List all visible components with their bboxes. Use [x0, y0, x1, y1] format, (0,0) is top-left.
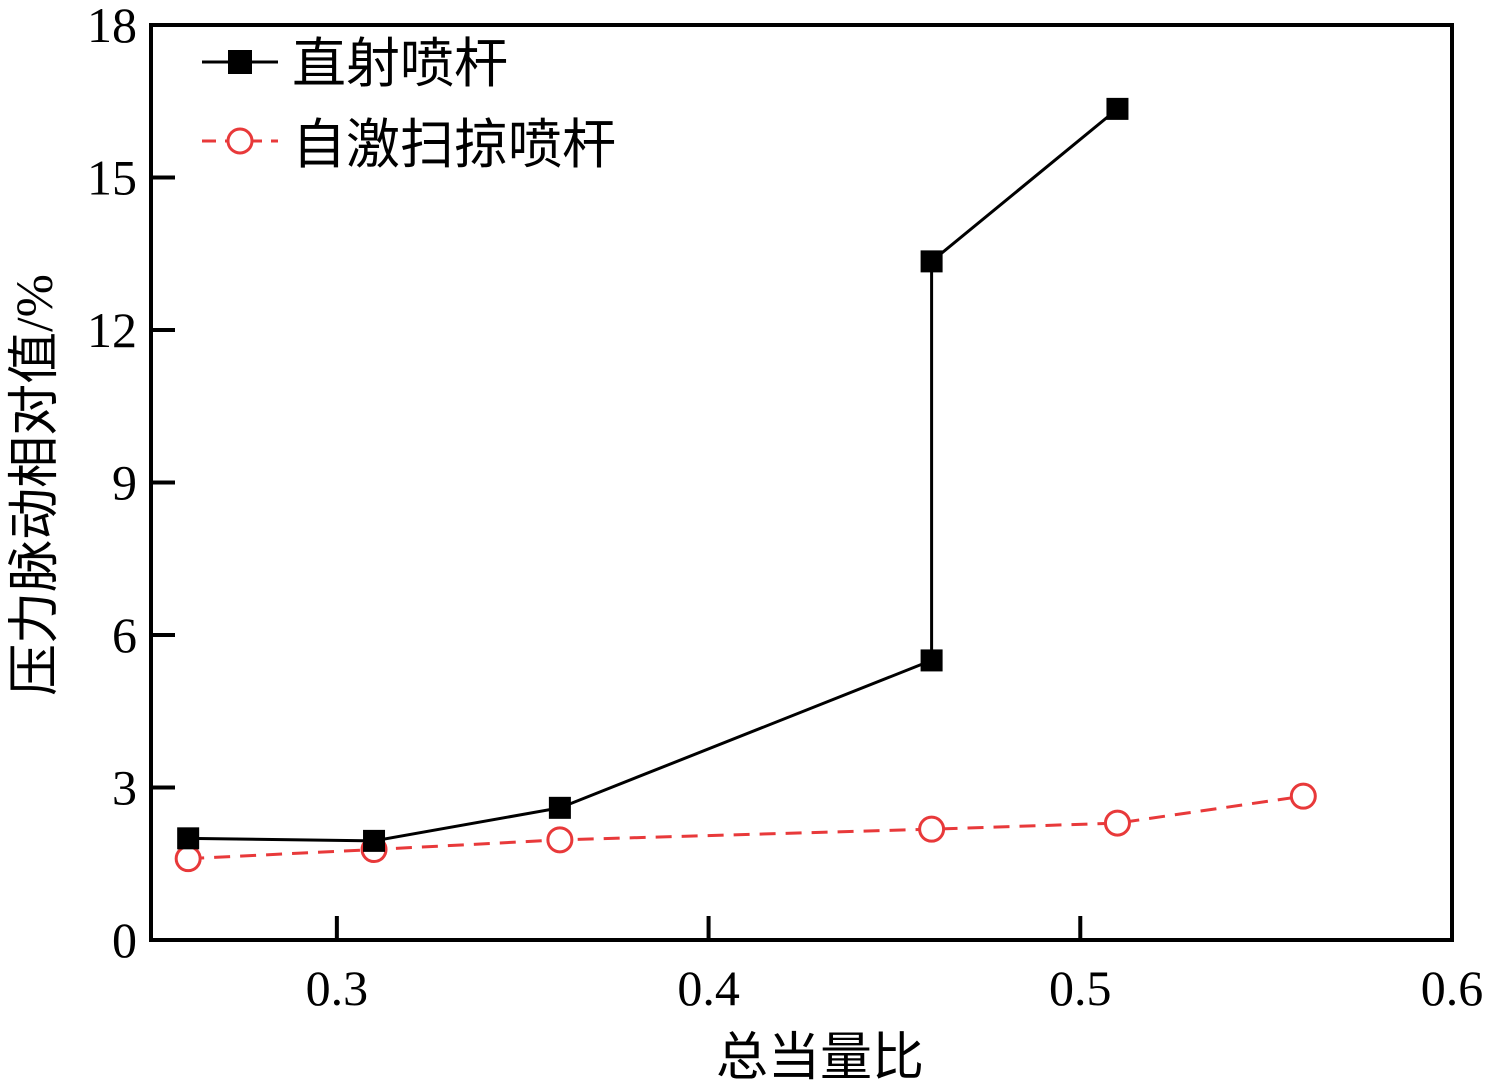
y-tick-label: 9: [112, 455, 137, 511]
data-point-series-1: [174, 845, 202, 873]
y-tick-label: 0: [112, 912, 137, 968]
legend-label-series-0: 直射喷杆: [292, 34, 508, 94]
data-point-series-0: [920, 649, 943, 672]
series-line-1: [188, 794, 1304, 861]
x-axis-label: 总当量比: [716, 1030, 924, 1083]
y-axis-label: 压力脉动相对值/%: [7, 274, 64, 696]
data-point-series-0: [1106, 97, 1129, 120]
y-tick-label: 6: [112, 607, 137, 663]
data-point-series-1: [918, 815, 946, 843]
data-point-series-0: [177, 827, 200, 850]
y-tick-label: 18: [87, 0, 137, 53]
y-tick-label: 3: [112, 760, 137, 816]
data-point-series-0: [548, 796, 571, 819]
data-point-series-0: [363, 829, 386, 852]
legend-marker-series-0: [228, 50, 252, 74]
legend: 直射喷杆 自激扫掠喷杆: [202, 34, 616, 175]
data-point-series-1: [1289, 782, 1317, 810]
legend-marker-series-1: [226, 127, 254, 155]
data-point-series-1: [546, 826, 574, 854]
legend-label-series-1: 自激扫掠喷杆: [292, 115, 616, 175]
series-line-0: [188, 107, 1119, 843]
x-tick-label: 0.6: [1421, 960, 1484, 1016]
y-tick-label: 15: [87, 150, 137, 206]
x-tick-label: 0.5: [1049, 960, 1112, 1016]
data-point-series-0: [920, 250, 943, 273]
data-point-series-1: [1103, 809, 1131, 837]
x-tick-label: 0.4: [677, 960, 740, 1016]
y-tick-label: 12: [87, 302, 137, 358]
x-tick-label: 0.3: [306, 960, 369, 1016]
